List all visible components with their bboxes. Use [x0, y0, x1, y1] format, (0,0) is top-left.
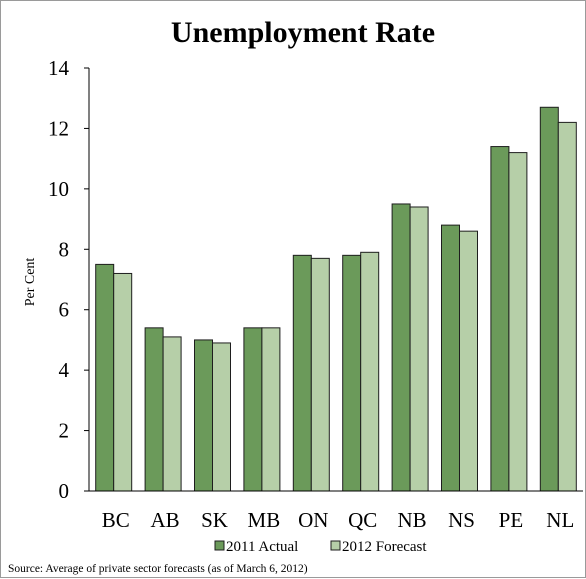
bar-forecast-2012-bc: [113, 272, 133, 492]
legend-label-forecast-2012: 2012 Forecast: [342, 539, 427, 555]
bar-forecast-2012-pe: [508, 152, 528, 492]
bar-forecast-2012-nb: [409, 206, 429, 492]
y-tick-label: 6: [59, 298, 70, 322]
legend-swatch-forecast-2012: [330, 540, 341, 551]
legend-swatch-actual-2011: [214, 540, 225, 551]
x-category-label: NS: [448, 508, 475, 532]
bar-actual-2011-on: [292, 254, 312, 492]
y-tick-label: 8: [59, 237, 70, 261]
bar-actual-2011-ns: [441, 224, 460, 492]
y-tick-label: 2: [59, 419, 70, 443]
y-tick-label: 12: [48, 116, 69, 140]
axes: [88, 68, 583, 492]
bar-actual-2011-nb: [391, 203, 411, 492]
chart-title: Unemployment Rate: [171, 16, 435, 49]
x-category-label: ON: [298, 508, 328, 532]
source-note: Source: Average of private sector foreca…: [8, 563, 308, 575]
bar-forecast-2012-sk: [212, 342, 231, 492]
y-axis-ticks: 0 2 4 6 8 10 12 14: [48, 56, 89, 503]
bar-actual-2011-qc: [342, 254, 362, 492]
legend-label-actual-2011: 2011 Actual: [226, 539, 298, 555]
x-category-label: BC: [102, 508, 130, 532]
y-tick-label: 0: [59, 479, 70, 503]
x-category-label: SK: [201, 508, 228, 532]
y-tick-label: 14: [48, 56, 70, 80]
x-category-label: QC: [348, 508, 377, 532]
bar-actual-2011-pe: [490, 146, 510, 492]
x-category-label: MB: [248, 508, 281, 532]
y-tick-label: 4: [59, 358, 70, 382]
bar-forecast-2012-ns: [459, 230, 478, 492]
y-tick-label: 10: [48, 177, 69, 201]
category-labels: BC AB SK MB ON QC NB NS PE NL: [102, 508, 575, 532]
bar-forecast-2012-mb: [261, 327, 281, 492]
x-category-label: AB: [151, 508, 180, 532]
bar-forecast-2012-ab: [162, 336, 182, 492]
bar-actual-2011-nl: [539, 106, 559, 492]
bars: [95, 106, 577, 492]
bar-forecast-2012-on: [310, 257, 330, 492]
bar-actual-2011-mb: [243, 327, 263, 492]
legend: 2011 Actual 2012 Forecast: [214, 539, 427, 555]
x-category-label: NL: [546, 508, 574, 532]
bar-actual-2011-bc: [95, 263, 115, 492]
bar-forecast-2012-qc: [360, 251, 380, 492]
bar-actual-2011-ab: [144, 327, 164, 492]
x-category-label: PE: [499, 508, 524, 532]
bar-actual-2011-sk: [194, 339, 213, 492]
x-category-label: NB: [398, 508, 427, 532]
y-axis-label: Per Cent: [23, 258, 38, 307]
bar-forecast-2012-nl: [557, 121, 577, 492]
